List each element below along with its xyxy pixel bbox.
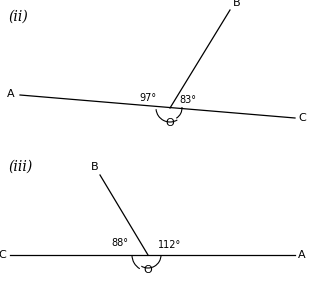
Text: 112°: 112°: [159, 240, 182, 250]
Text: B: B: [233, 0, 241, 8]
Text: C: C: [0, 250, 6, 260]
Text: A: A: [298, 250, 306, 260]
Text: C: C: [298, 113, 306, 123]
Text: O: O: [144, 265, 152, 275]
Text: 88°: 88°: [112, 238, 129, 248]
Text: A: A: [7, 89, 15, 99]
Text: 83°: 83°: [180, 95, 197, 105]
Text: O: O: [166, 118, 174, 128]
Text: B: B: [90, 162, 98, 172]
Text: (iii): (iii): [8, 160, 32, 174]
Text: (ii): (ii): [8, 10, 28, 24]
Text: 97°: 97°: [139, 93, 157, 103]
